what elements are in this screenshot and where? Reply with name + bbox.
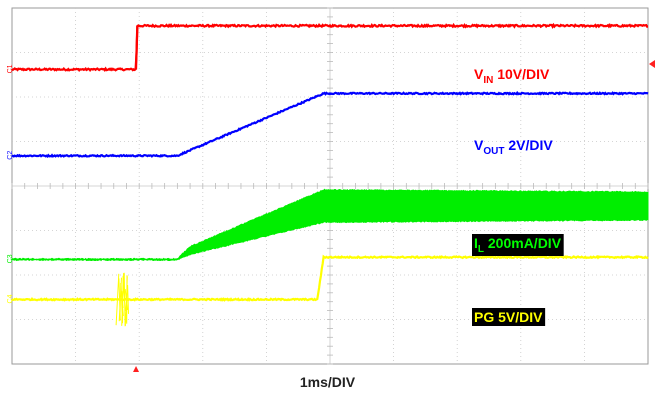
label-subscript: OUT: [483, 146, 504, 157]
label-main: V: [474, 66, 484, 82]
trigger-position-marker: [133, 366, 140, 372]
channel-label-text: IL 200mA/DIV: [474, 235, 562, 255]
channel-label-bg: [472, 308, 546, 326]
trace-line-vin: [11, 22, 649, 73]
label-scale: 200mA/DIV: [484, 235, 562, 251]
channel-marker-vout: C2: [7, 151, 14, 160]
trace-line-vout: [12, 90, 649, 158]
channel-label-text: VIN 10V/DIV: [474, 66, 550, 86]
label-scale: 2V/DIV: [504, 137, 553, 153]
trace-band-il: [11, 188, 649, 262]
label-main: V: [474, 137, 484, 153]
channel-label-vout: VOUT 2V/DIV: [474, 137, 553, 157]
time-scale-label: 1ms/DIV: [299, 374, 356, 390]
channel-marker-il: C3: [7, 254, 14, 263]
trace-edge-vin: [134, 25, 139, 70]
channel-label-pg: PG 5V/DIV: [472, 308, 546, 326]
channel-label-text: PG 5V/DIV: [474, 309, 543, 325]
waveform-traces: [11, 22, 649, 327]
label-main: I: [474, 235, 478, 251]
trigger-level-marker: [649, 60, 655, 68]
channel-marker-vin: C1: [7, 64, 14, 73]
graticule-grid: [11, 7, 649, 365]
channel-label-bg: [472, 234, 564, 256]
label-subscript: L: [478, 244, 484, 255]
channel-label-il: IL 200mA/DIV: [472, 234, 564, 256]
trace-il: [11, 188, 649, 262]
label-subscript: IN: [483, 75, 493, 86]
trace-vout: [12, 90, 649, 158]
label-main: PG: [474, 309, 494, 325]
trace-vin: [11, 22, 649, 73]
channel-marker-pg: C4: [7, 294, 14, 303]
pg-glitch: [115, 272, 129, 327]
label-scale: 10V/DIV: [493, 66, 550, 82]
trace-line-pg: [11, 254, 649, 302]
channel-markers: C1 C2 C3 C4: [7, 60, 655, 372]
trace-pg: [11, 254, 649, 302]
label-scale: 5V/DIV: [494, 309, 543, 325]
channel-label-text: VOUT 2V/DIV: [474, 137, 553, 157]
channel-label-vin: VIN 10V/DIV: [474, 66, 550, 86]
